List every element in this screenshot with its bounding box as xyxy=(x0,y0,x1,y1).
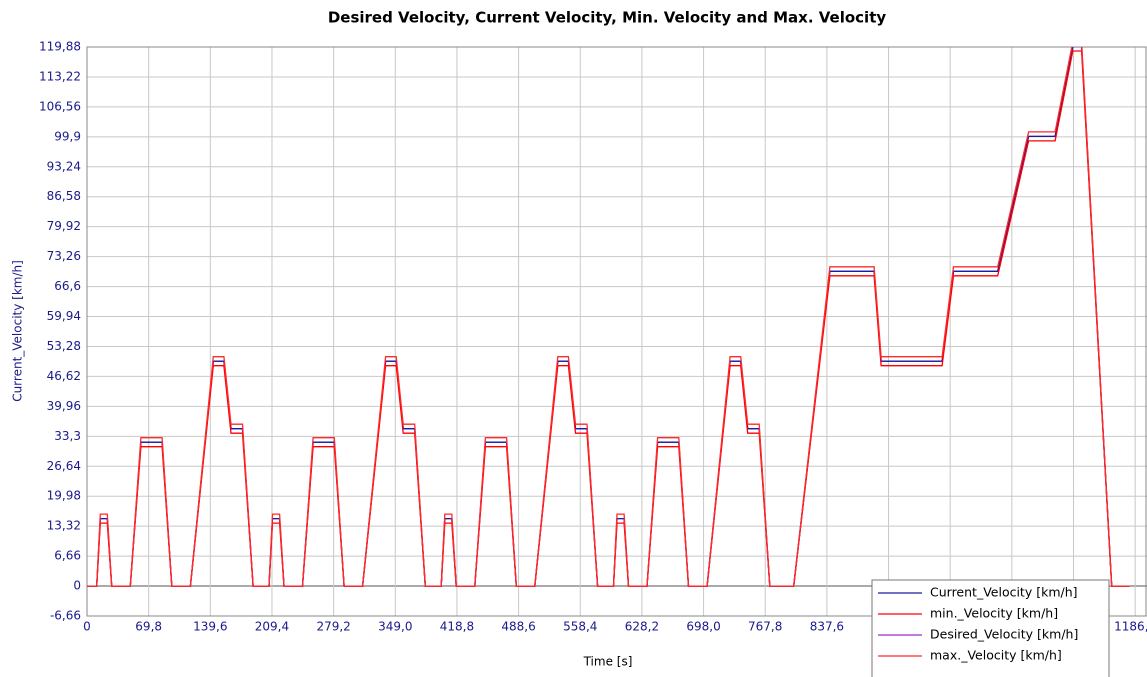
series-line xyxy=(87,47,1130,587)
y-tick-label: 26,64 xyxy=(47,459,81,473)
y-tick-label: 19,98 xyxy=(47,489,81,503)
x-tick-label: 139,6 xyxy=(193,620,227,634)
legend-label: max._Velocity [km/h] xyxy=(930,648,1062,663)
y-tick-label: 53,28 xyxy=(47,339,81,353)
y-tick-label: 106,56 xyxy=(39,99,81,113)
x-tick-label: 0 xyxy=(83,620,91,634)
y-tick-label: 66,6 xyxy=(54,279,81,293)
y-tick-label: 39,96 xyxy=(47,399,81,413)
y-tick-label: 73,26 xyxy=(47,249,81,263)
y-axis-label: Current_Velocity [km/h] xyxy=(11,260,25,402)
y-tick-label: 113,22 xyxy=(39,69,81,83)
y-tick-label: 33,3 xyxy=(54,429,81,443)
y-tick-label: 86,58 xyxy=(47,189,81,203)
chart-title: Desired Velocity, Current Velocity, Min.… xyxy=(328,9,887,27)
x-tick-label: 1186,6 xyxy=(1114,620,1147,634)
x-tick-label: 488,6 xyxy=(501,620,535,634)
y-tick-label: 119,88 xyxy=(39,40,81,54)
legend: Current_Velocity [km/h] min._Velocity [km… xyxy=(871,579,1110,677)
x-tick-label: 628,2 xyxy=(625,620,659,634)
legend-label: Current_Velocity [km/h] xyxy=(930,585,1078,600)
y-tick-label: 46,62 xyxy=(47,369,81,383)
y-tick-label: 99,9 xyxy=(54,129,81,143)
x-axis-label: Time [s] xyxy=(583,655,633,669)
x-tick-label: 837,6 xyxy=(810,620,844,634)
legend-label: Desired_Velocity [km/h] xyxy=(930,627,1078,642)
x-tick-label: 767,8 xyxy=(748,620,782,634)
x-tick-label: 418,8 xyxy=(440,620,474,634)
y-tick-label: 13,32 xyxy=(47,519,81,533)
y-tick-label: 93,24 xyxy=(47,159,81,173)
x-tick-label: 209,4 xyxy=(255,620,289,634)
legend-box xyxy=(871,579,1110,677)
y-tick-label: 79,92 xyxy=(47,219,81,233)
x-tick-label: 279,2 xyxy=(316,620,350,634)
series-line xyxy=(87,50,1130,587)
y-tick-label: -6,66 xyxy=(50,609,81,623)
x-tick-label: 69,8 xyxy=(135,620,162,634)
plot-frame xyxy=(86,46,1147,617)
y-tick-label: 0 xyxy=(73,579,81,593)
y-tick-label: 59,94 xyxy=(47,309,81,323)
x-tick-label: 558,4 xyxy=(563,620,597,634)
y-tick-label: 6,66 xyxy=(54,549,81,563)
legend-label: min._Velocity [km/h] xyxy=(930,606,1058,621)
x-tick-label: 698,0 xyxy=(686,620,720,634)
x-tick-label: 349,0 xyxy=(378,620,412,634)
